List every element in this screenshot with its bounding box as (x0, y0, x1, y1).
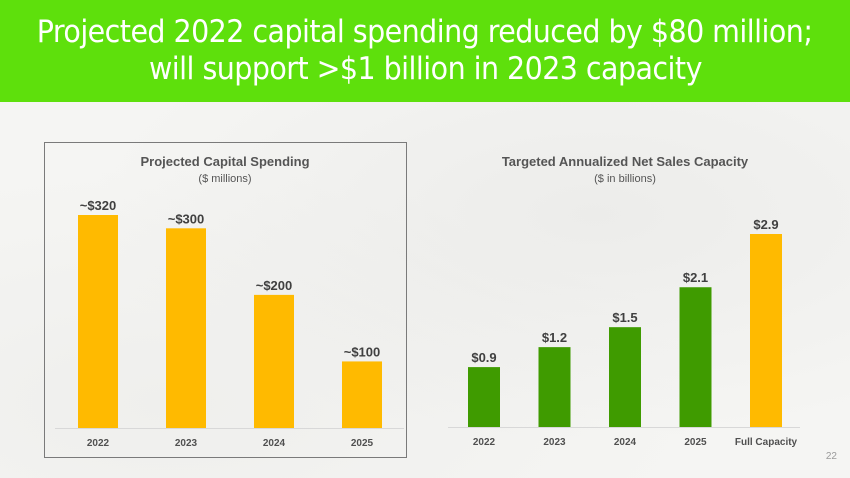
net-sales-capacity-bar-2023 (538, 347, 571, 427)
net-sales-capacity-tick-label: 2025 (684, 437, 707, 448)
net-sales-capacity-chart-title: Targeted Annualized Net Sales Capacity (502, 154, 749, 169)
net-sales-capacity-data-label: $0.9 (471, 350, 496, 365)
net-sales-capacity-chart-subtitle: ($ in billions) (594, 173, 656, 185)
capital-spending-tick-label: 2025 (351, 438, 374, 449)
capital-spending-bar-2022 (78, 215, 118, 428)
net-sales-capacity-tick-label: 2022 (473, 437, 496, 448)
capital-spending-chart-subtitle: ($ millions) (198, 173, 251, 185)
capital-spending-data-label: ~$300 (168, 211, 205, 226)
capital-spending-tick-label: 2024 (263, 438, 286, 449)
net-sales-capacity-tick-label: Full Capacity (735, 437, 798, 448)
net-sales-capacity-bar-full-capacity (750, 234, 782, 427)
net-sales-capacity-tick-label: 2023 (543, 437, 566, 448)
slide-title-line-1: Projected 2022 capital spending reduced … (37, 14, 813, 50)
capital-spending-bar-2025 (342, 361, 382, 428)
slide-title-line-2: will support >$1 billion in 2023 capacit… (148, 51, 702, 87)
net-sales-capacity-data-label: $2.1 (683, 270, 708, 285)
capital-spending-tick-label: 2023 (175, 438, 198, 449)
net-sales-capacity-bar-2022 (468, 367, 500, 427)
net-sales-capacity-tick-label: 2024 (614, 437, 637, 448)
capital-spending-tick-label: 2022 (87, 438, 110, 449)
capital-spending-chart-title: Projected Capital Spending (140, 154, 309, 169)
capital-spending-chart-frame (44, 142, 407, 458)
net-sales-capacity-data-label: $2.9 (753, 217, 778, 232)
capital-spending-bar-2023 (166, 228, 206, 428)
net-sales-capacity-bar-2025 (679, 287, 712, 427)
slide-header: Projected 2022 capital spending reduced … (0, 0, 850, 102)
page-number: 22 (825, 451, 837, 462)
capital-spending-data-label: ~$320 (80, 198, 117, 213)
net-sales-capacity-data-label: $1.5 (612, 310, 637, 325)
capital-spending-data-label: ~$100 (344, 344, 381, 359)
capital-spending-bar-2024 (254, 294, 294, 428)
capital-spending-data-label: ~$200 (256, 278, 293, 293)
net-sales-capacity-data-label: $1.2 (542, 330, 567, 345)
net-sales-capacity-bar-2024 (609, 327, 641, 427)
